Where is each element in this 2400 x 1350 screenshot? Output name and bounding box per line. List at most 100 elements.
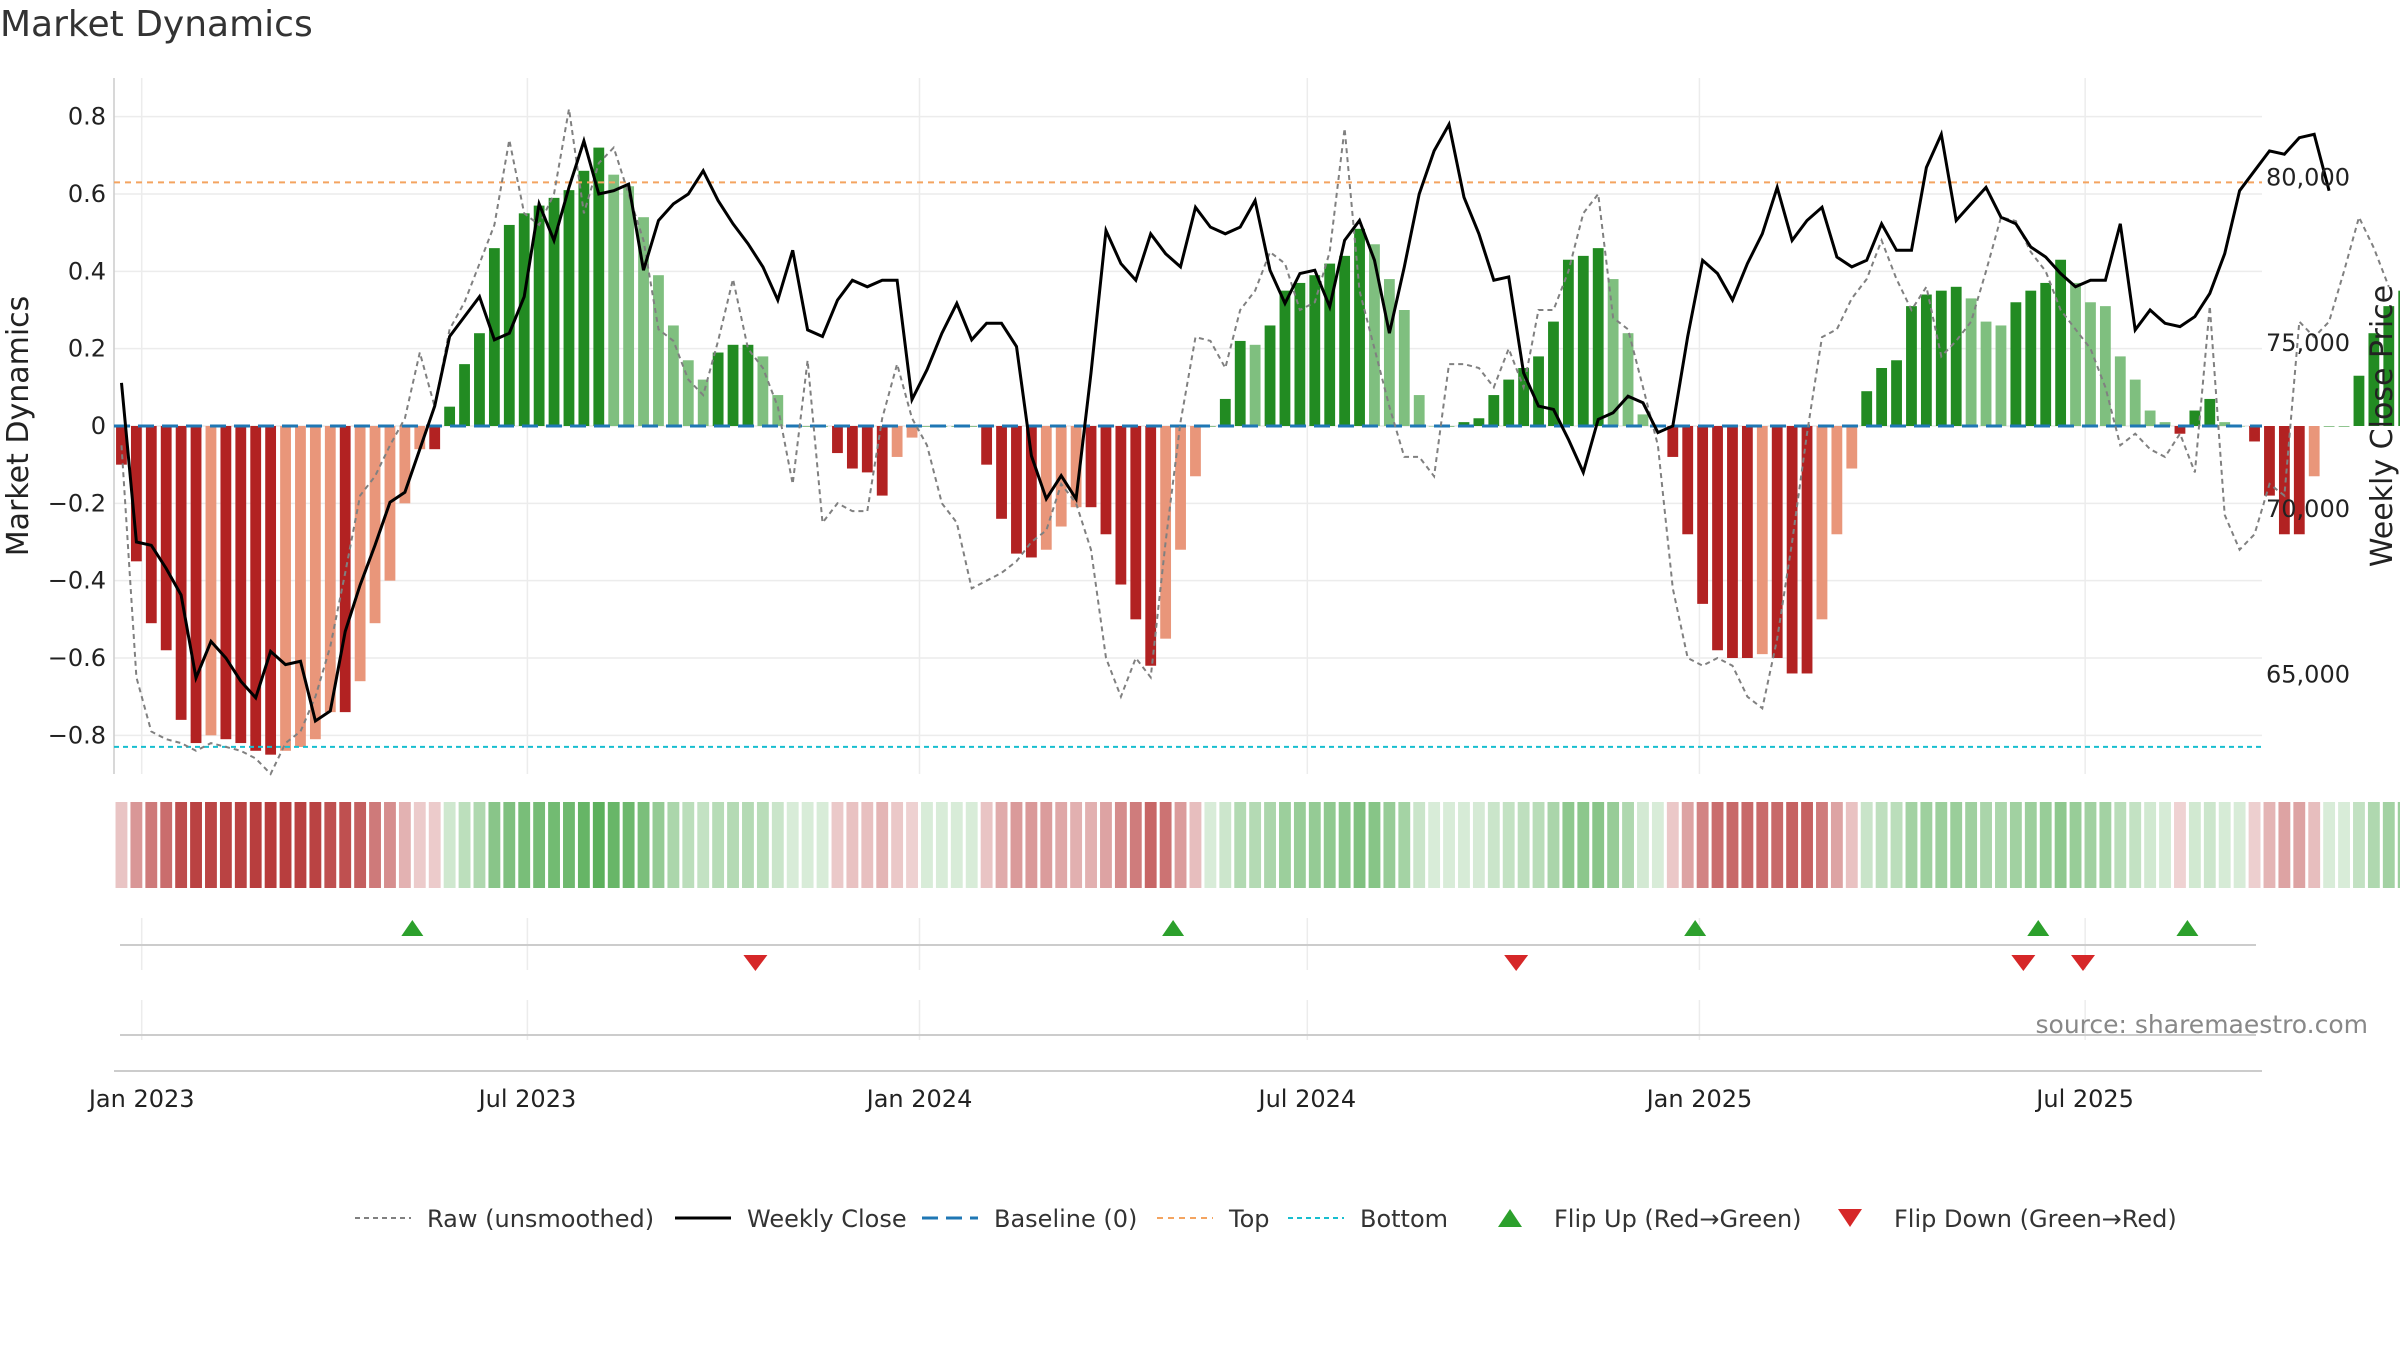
dynamics-bar [309,426,321,740]
regime-strip-cell [1174,802,1187,888]
regime-strip-cell [2353,802,2365,888]
regime-strip-cell [1875,802,1888,888]
dynamics-bar [1756,426,1768,655]
regime-strip-cell [1323,802,1336,888]
regime-strip-cell [1234,802,1247,888]
regime-strip-cell [1100,802,1112,888]
dynamics-bar [1533,356,1544,426]
regime-strip-cell [935,802,948,888]
regime-strip-cell [2069,802,2082,888]
regime-strip-cell [488,802,501,888]
dynamics-bar [175,426,187,720]
regime-strip-cell [1845,802,1858,888]
dynamics-bar [339,426,351,713]
x-tick-label: Jan 2024 [865,1085,973,1113]
y-tick-label: 0.6 [68,180,106,208]
dynamics-bar [1771,426,1783,658]
regime-strip-cell [1592,802,1605,888]
regime-strip-cell [1279,802,1291,888]
regime-strip-cell [1189,802,1202,888]
y-axis-left: −0.8 −0.6 −0.4 −0.2 0 0.2 0.4 0.6 0.8 Market Dyna… [1,103,106,750]
regime-strip-cell [473,802,486,888]
regime-strip-cell [1114,802,1127,888]
regime-strip-cell [369,802,381,888]
dynamics-bar [2368,333,2380,426]
dynamics-bar [1876,368,1888,426]
flip-up-marker [2027,920,2050,936]
dynamics-bar [354,426,366,682]
regime-strip-cell [398,802,411,888]
legend-label-flip-up: Flip Up (Red→Green) [1554,1205,1802,1233]
dynamics-bar [712,352,724,426]
regime-strip-cell [1547,802,1560,888]
dynamics-bar [2099,306,2111,426]
regime-strip-cell [354,802,367,888]
dynamics-bar [1548,321,1559,426]
regime-strip-cell [264,802,277,888]
regime-strip-cell [160,802,173,888]
dynamics-bar [548,197,560,426]
dynamics-bar [2144,410,2156,426]
flip-down-marker [2071,955,2095,971]
dynamics-bar [1980,321,1992,426]
regime-strip-cell [458,802,471,888]
regime-strip-cell [428,802,441,888]
regime-strip-cell [279,802,292,888]
regime-strip-cell [742,802,754,888]
dynamics-bar [1801,426,1813,674]
dynamics-bar [1100,426,1112,535]
dynamics-bar [1264,325,1276,426]
dynamics-bar [2189,410,2201,426]
dynamics-bar [1175,426,1186,550]
regime-strip-cell [2218,802,2231,888]
legend-label-bottom: Bottom [1360,1205,1448,1233]
dynamics-bar [1682,426,1694,535]
regime-strip-cell [190,802,202,888]
regime-strip-cell [2188,802,2201,888]
dynamics-bar [757,356,769,426]
regime-strip-cell [727,802,739,888]
regime-strip-cell [1025,802,1038,888]
dynamics-bar [324,426,336,713]
lower-panel [120,1000,2256,1040]
dynamics-bar [2278,426,2290,535]
dynamics-bar [190,426,202,744]
flip-up-marker [1684,920,1707,936]
flip-up-marker [1162,920,1185,936]
y2-tick-label: 80,000 [2266,163,2350,191]
regime-strip-cell [1383,802,1396,888]
dynamics-bar [1861,391,1873,426]
regime-strip-cell [1502,802,1515,888]
dynamics-bar [474,333,485,426]
dynamics-bar [638,217,649,426]
regime-strip-cell [2024,802,2037,888]
regime-strip-cell [1920,802,1933,888]
dynamics-bar [593,147,605,426]
regime-strip-cell [1860,802,1873,888]
dynamics-bar [2249,426,2260,442]
regime-strip-cell [1637,802,1649,888]
dynamics-bar [130,426,142,562]
regime-strip-cell [548,802,560,888]
regime-strip-cell [861,802,874,888]
dynamics-bar [1204,426,1216,427]
regime-strip-cell [1577,802,1590,888]
regime-strip-cell [413,802,426,888]
dynamics-bar [2174,426,2186,434]
regime-strip-cell [1950,802,1963,888]
dynamics-bar [1592,248,1604,426]
dynamics-bar [1473,418,1485,426]
dynamics-bar [1219,398,1231,426]
dynamics-bar [2338,426,2350,427]
legend-label-close: Weekly Close [747,1205,907,1233]
regime-strip-cell [652,802,665,888]
regime-strip-cell [1308,802,1321,888]
dynamics-bar [1309,275,1321,426]
legend-swatch-flip-up [1498,1209,1522,1227]
flip-down-marker [1504,955,1529,971]
dynamics-bar [503,224,515,426]
dynamics-bar [1935,290,1947,426]
regime-strip-cell [592,802,605,888]
dynamics-bar [1294,282,1306,426]
regime-strip-cell [2039,802,2052,888]
